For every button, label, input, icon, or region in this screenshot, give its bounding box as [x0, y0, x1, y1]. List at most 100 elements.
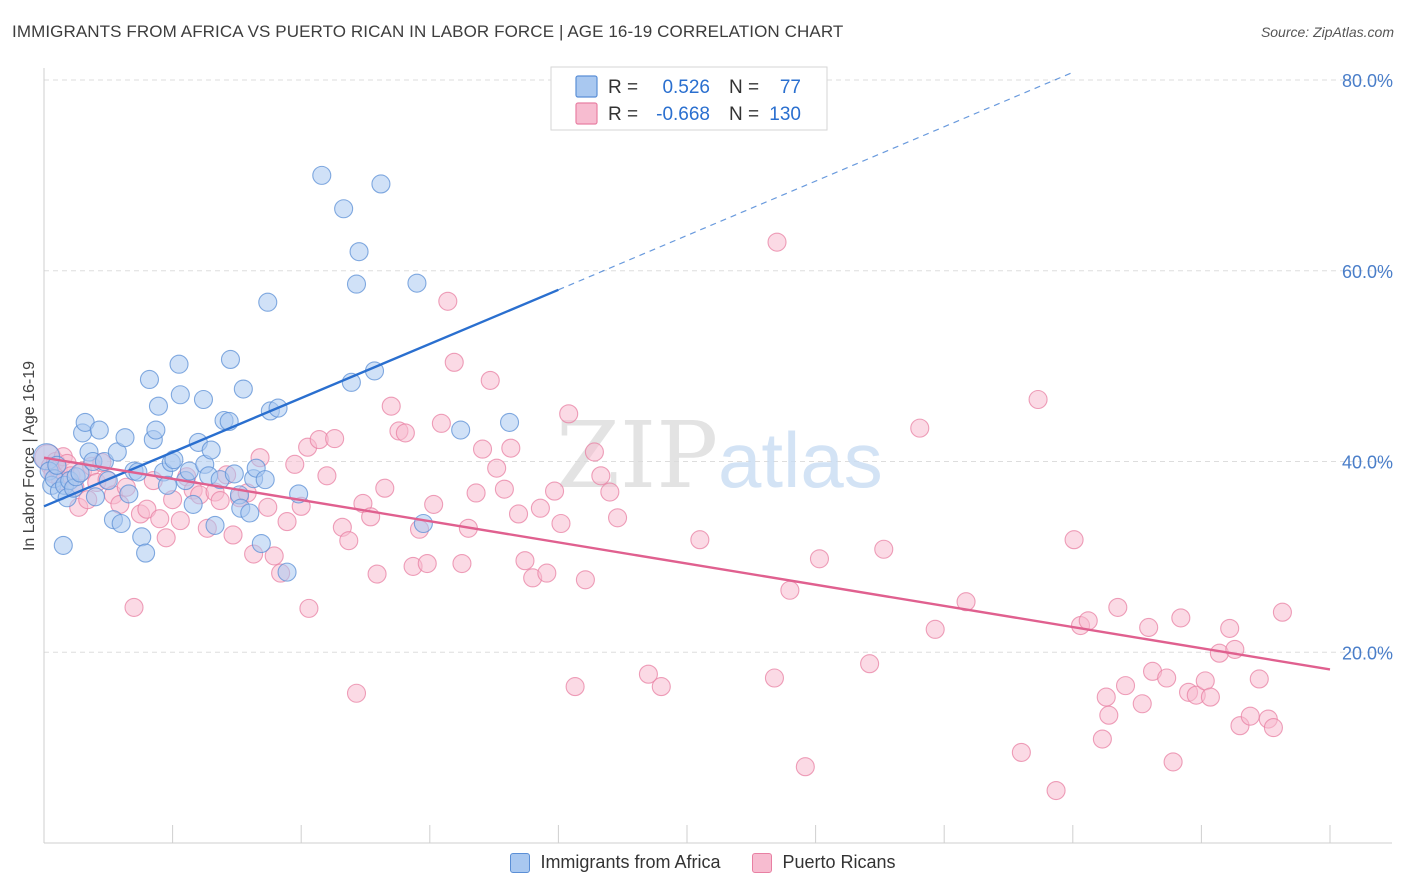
pink-point-132: [1272, 602, 1292, 622]
pink-point-131: [1263, 718, 1283, 738]
blue-point-44: [193, 389, 214, 410]
pink-point-25: [156, 528, 176, 548]
pink-point-119: [1171, 608, 1191, 628]
blue-point-24: [115, 428, 135, 448]
watermark-zip: ZIP: [556, 402, 718, 509]
stats-legend: R = 0.526 N = 77 R = -0.668 N = 130: [550, 66, 828, 131]
pink-point-110: [1096, 687, 1116, 707]
pink-point-96: [795, 757, 815, 777]
blue-point-39: [170, 385, 190, 405]
pink-point-112: [1108, 597, 1128, 617]
puerto-ricans-points: [34, 232, 1292, 801]
pink-point-106: [1064, 530, 1084, 550]
legend-label-africa: Immigrants from Africa: [540, 852, 721, 872]
blue-point-48: [205, 515, 225, 535]
pink-point-41: [264, 546, 284, 566]
blue-trend-line: [43, 288, 559, 508]
pink-point-93: [764, 668, 784, 688]
pink-point-58: [381, 396, 401, 416]
legend-label-puerto-ricans: Puerto Ricans: [782, 852, 896, 872]
blue-point-20: [98, 471, 118, 491]
pink-point-125: [1220, 618, 1240, 638]
pink-point-98: [860, 654, 880, 674]
blue-point-18: [89, 420, 109, 440]
pink-point-67: [444, 352, 464, 372]
blue-point-35: [157, 475, 178, 495]
legend-r-value-pink: -0.668: [656, 104, 710, 125]
chart-title: IMMIGRANTS FROM AFRICA VS PUERTO RICAN I…: [12, 22, 844, 41]
series-legend: Immigrants from Africa Puerto Ricans: [0, 852, 1406, 873]
pink-point-122: [1195, 671, 1215, 691]
blue-point-68: [334, 199, 354, 219]
blue-point-32: [146, 420, 166, 440]
pink-point-65: [431, 413, 451, 433]
pink-point-97: [809, 549, 830, 569]
pink-point-57: [375, 478, 395, 498]
pink-point-27: [170, 511, 190, 531]
pink-point-47: [299, 598, 319, 618]
pink-point-100: [910, 418, 930, 438]
blue-point-23: [111, 513, 131, 534]
pink-point-70: [466, 483, 486, 503]
pink-point-104: [1028, 389, 1048, 410]
pink-point-85: [575, 570, 595, 590]
blue-point-61: [255, 470, 275, 490]
pink-point-82: [551, 513, 571, 534]
pink-point-49: [317, 466, 337, 486]
pink-point-128: [1240, 706, 1260, 726]
pink-point-33: [210, 491, 230, 511]
pink-point-24: [150, 509, 170, 529]
legend-swatch-blue: [575, 75, 598, 98]
pink-point-90: [638, 664, 658, 684]
pink-point-76: [508, 504, 529, 524]
blue-point-57: [240, 503, 260, 523]
blue-point-70: [346, 274, 367, 294]
pink-point-115: [1139, 617, 1159, 638]
pink-point-83: [559, 404, 579, 424]
legend-n-label-blue: N =: [729, 77, 759, 98]
watermark-atlas: atlas: [718, 416, 883, 504]
pink-point-105: [1046, 780, 1066, 801]
legend-swatch-pink: [575, 102, 598, 125]
legend-swatch-puerto-ricans: [752, 852, 773, 873]
pink-point-72: [480, 370, 500, 390]
pink-point-68: [452, 554, 472, 574]
pink-point-50: [325, 429, 345, 449]
blue-point-29: [136, 543, 156, 563]
pink-point-129: [1249, 669, 1269, 689]
blue-point-56: [233, 379, 253, 399]
pink-point-109: [1092, 729, 1112, 749]
pink-point-74: [494, 479, 514, 499]
pink-point-91: [651, 677, 671, 697]
blue-point-76: [451, 420, 471, 440]
pink-point-52: [339, 531, 359, 551]
legend-item-puerto-ricans: Puerto Ricans: [752, 852, 896, 873]
legend-item-africa: Immigrants from Africa: [510, 852, 720, 873]
pink-point-86: [584, 442, 604, 462]
legend-r-value-blue: 0.526: [662, 77, 710, 98]
blue-point-30: [139, 369, 160, 390]
y-tick-label-0: 20.0%: [1342, 643, 1393, 663]
africa-points: [33, 165, 520, 582]
blue-point-60: [251, 533, 271, 554]
pink-point-111: [1099, 705, 1119, 725]
pink-point-73: [487, 458, 507, 478]
y-tick-label-3: 80.0%: [1342, 71, 1393, 91]
pink-point-40: [258, 497, 278, 517]
blue-point-33: [148, 396, 169, 416]
pink-point-66: [438, 291, 458, 311]
pink-point-79: [530, 498, 550, 518]
pink-point-56: [367, 564, 387, 584]
legend-r-label-pink: R =: [608, 104, 638, 125]
watermark: ZIP atlas: [556, 402, 883, 509]
pink-point-53: [346, 683, 367, 703]
y-axis-label: In Labor Force | Age 16-19: [21, 361, 38, 551]
pink-point-113: [1115, 676, 1136, 696]
blue-point-47: [201, 440, 221, 460]
blue-point-53: [224, 464, 244, 484]
blue-trend-extension: [558, 71, 1074, 291]
legend-swatch-africa: [510, 852, 531, 873]
legend-n-value-pink: 130: [769, 104, 801, 125]
blue-point-73: [371, 174, 391, 194]
blue-point-52: [220, 349, 241, 369]
